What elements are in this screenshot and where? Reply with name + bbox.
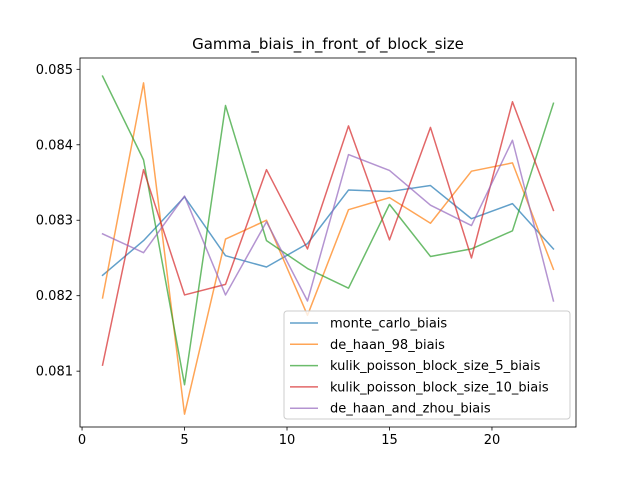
y-tick-label: 0.082 xyxy=(36,289,73,304)
legend: monte_carlo_biais de_haan_98_biais kulik_p… xyxy=(283,310,571,420)
y-tick-label: 0.085 xyxy=(36,63,73,78)
legend-label: de_haan_and_zhou_biais xyxy=(330,402,491,417)
series-line-kulik_poisson_block_size_5_biais xyxy=(101,75,555,386)
y-tick-label: 0.084 xyxy=(36,138,73,153)
x-tick-label: 0 xyxy=(78,433,86,448)
plot-frame xyxy=(79,57,577,428)
series-line-de_haan_and_zhou_biais xyxy=(101,139,555,302)
legend-box xyxy=(283,310,571,420)
legend-label: monte_carlo_biais xyxy=(330,317,447,332)
legend-label: de_haan_98_biais xyxy=(330,338,445,353)
series-layer xyxy=(101,75,555,415)
series-line-de_haan_98_biais xyxy=(101,82,555,415)
x-tick-label: 20 xyxy=(484,433,501,448)
chart-title: Gamma_biais_in_front_of_block_size xyxy=(192,35,464,54)
legend-label: kulik_poisson_block_size_10_biais xyxy=(330,380,549,395)
y-tick-label: 0.081 xyxy=(36,365,73,380)
x-tick-label: 5 xyxy=(180,433,188,448)
legend-label: kulik_poisson_block_size_5_biais xyxy=(330,359,541,374)
axes-layer: 0 5 10 15 20 0.081 0.082 0.083 0.084 0.085 xyxy=(36,57,577,448)
series-line-monte_carlo_biais xyxy=(101,184,555,277)
x-tick-label: 15 xyxy=(381,433,398,448)
x-tick-label: 10 xyxy=(279,433,296,448)
y-tick-label: 0.083 xyxy=(36,214,73,229)
series-line-kulik_poisson_block_size_10_biais xyxy=(101,101,555,367)
